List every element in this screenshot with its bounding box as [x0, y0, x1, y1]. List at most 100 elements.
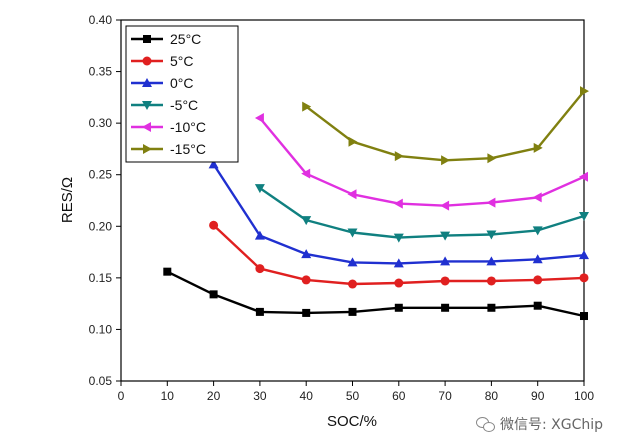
data-point: [579, 171, 588, 182]
legend: 25°C 5°C 0°C -5°C -10°C -15°C: [125, 25, 239, 163]
data-point: [254, 112, 264, 123]
data-point: [393, 198, 403, 209]
data-point: [580, 312, 588, 321]
y-tick-label: 0.20: [89, 219, 113, 233]
data-point: [486, 197, 496, 208]
data-point: [347, 228, 358, 238]
data-point: [208, 159, 219, 169]
legend-label: -10°C: [170, 119, 206, 135]
data-point: [394, 278, 404, 288]
data-point: [579, 211, 589, 221]
series-3: [254, 184, 589, 243]
y-axis-ticks: 0.05 0.10 0.15 0.20 0.25 0.30 0.35 0.40: [89, 13, 121, 388]
legend-item: 25°C: [131, 31, 201, 47]
legend-marker: [142, 122, 151, 132]
data-point: [302, 101, 312, 112]
data-point: [533, 275, 543, 285]
data-point: [532, 226, 543, 236]
data-point: [163, 267, 172, 276]
data-point: [254, 184, 265, 194]
y-tick-label: 0.35: [89, 65, 113, 79]
data-point: [209, 290, 218, 299]
legend-marker: [143, 35, 151, 43]
series-0: [163, 267, 588, 321]
x-tick-label: 0: [118, 389, 125, 403]
legend-label: -15°C: [170, 141, 206, 157]
legend-label: 5°C: [170, 53, 194, 69]
data-point: [580, 86, 589, 97]
x-tick-label: 70: [438, 389, 452, 403]
x-tick-label: 30: [253, 389, 267, 403]
data-point: [486, 256, 497, 266]
data-point: [394, 151, 404, 162]
legend-item: -15°C: [131, 141, 206, 157]
data-point: [533, 301, 542, 310]
data-point: [348, 279, 357, 289]
data-point: [441, 155, 451, 166]
legend-item: 0°C: [131, 75, 194, 91]
data-point: [440, 231, 451, 241]
legend-label: -5°C: [170, 97, 198, 113]
x-axis-label: SOC/%: [327, 413, 377, 430]
data-point: [254, 230, 265, 240]
legend-marker: [143, 144, 152, 154]
legend-label: 25°C: [170, 31, 201, 47]
data-point: [347, 257, 358, 267]
wechat-icon: [476, 416, 495, 432]
x-tick-label: 60: [392, 389, 406, 403]
y-tick-label: 0.05: [89, 374, 113, 388]
data-point: [533, 142, 543, 153]
data-point: [486, 230, 497, 240]
data-point: [348, 307, 357, 316]
y-tick-label: 0.10: [89, 322, 113, 336]
data-point: [532, 192, 542, 203]
data-point: [393, 233, 404, 243]
series-line: [259, 187, 585, 239]
data-point: [255, 264, 265, 274]
legend-box: [125, 25, 239, 163]
y-tick-label: 0.30: [89, 116, 113, 130]
x-tick-label: 100: [574, 389, 594, 403]
x-tick-label: 50: [346, 389, 360, 403]
x-tick-label: 20: [207, 389, 221, 403]
data-point: [255, 307, 264, 316]
data-point: [301, 216, 312, 226]
series-5: [302, 86, 589, 166]
y-tick-label: 0.25: [89, 168, 113, 182]
legend-label: 0°C: [170, 75, 194, 91]
series-layer: [163, 86, 589, 321]
data-point: [487, 153, 497, 164]
data-point: [302, 308, 311, 317]
legend-item: 5°C: [131, 53, 194, 69]
data-point: [348, 136, 358, 147]
legend-marker: [142, 101, 152, 110]
x-tick-label: 10: [161, 389, 175, 403]
data-point: [301, 249, 312, 259]
series-line: [166, 270, 585, 318]
data-point: [209, 220, 219, 230]
data-point: [440, 276, 450, 286]
data-point: [347, 189, 357, 200]
data-point: [441, 303, 450, 312]
legend-marker: [142, 56, 152, 66]
data-point: [301, 168, 311, 179]
x-tick-label: 80: [485, 389, 499, 403]
x-tick-label: 90: [531, 389, 545, 403]
data-point: [487, 303, 496, 312]
legend-marker: [142, 78, 152, 87]
data-point: [440, 256, 451, 266]
y-axis-label: RES/Ω: [59, 177, 76, 223]
series-2: [208, 159, 589, 268]
data-point: [394, 303, 403, 312]
data-point: [532, 254, 543, 264]
x-tick-label: 40: [300, 389, 314, 403]
data-point: [486, 276, 496, 286]
series-1: [209, 220, 589, 289]
series-4: [254, 112, 588, 211]
series-line: [258, 117, 585, 207]
data-point: [440, 200, 450, 211]
data-point: [579, 250, 589, 260]
y-tick-label: 0.40: [89, 13, 113, 27]
legend-item: -5°C: [131, 97, 198, 113]
